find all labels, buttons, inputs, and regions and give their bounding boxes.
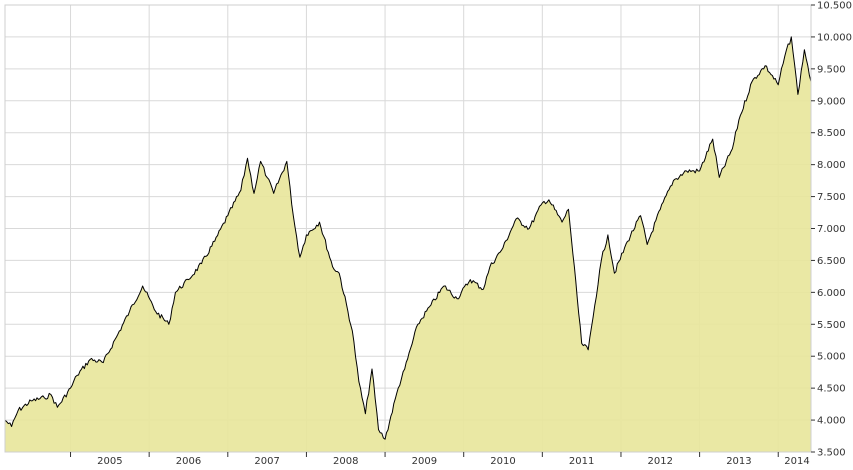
series-area-fill: [5, 36, 811, 453]
y-tick-label: 5.000: [817, 352, 846, 363]
x-tick-label: 2009: [412, 456, 437, 467]
x-tick-label: 2011: [569, 456, 594, 467]
y-tick-label: 6.000: [817, 288, 846, 299]
x-tick-label: 2014: [784, 456, 809, 467]
y-tick-label: 9.000: [817, 96, 846, 107]
x-tick-label: 2013: [726, 456, 751, 467]
x-tick-label: 2010: [490, 456, 515, 467]
x-axis-ticks: 2005 2006 2007 2008 2009 2010 2011 2012 2013 2014: [70, 452, 810, 467]
x-tick-label: 2008: [333, 456, 358, 467]
y-tick-label: 4.500: [817, 384, 846, 395]
y-tick-label: 8.500: [817, 128, 846, 139]
y-tick-label: 7.500: [817, 192, 846, 203]
x-tick-label: 2007: [254, 456, 279, 467]
y-tick-label: 9.500: [817, 64, 846, 75]
series-price-line: [4, 36, 812, 440]
x-tick-label: 2012: [648, 456, 673, 467]
y-tick-label: 6.500: [817, 256, 846, 267]
y-tick-label: 3.500: [817, 448, 846, 459]
y-tick-label: 10.500: [817, 1, 852, 12]
x-tick-label: 2006: [176, 456, 201, 467]
x-tick-label: 2005: [97, 456, 122, 467]
y-tick-label: 4.000: [817, 416, 846, 427]
y-axis-ticks: 3.500 4.000 4.500 5.000 5.500 6.000 6.500 7.000…: [811, 1, 852, 459]
y-tick-label: 10.000: [817, 32, 852, 43]
y-tick-label: 7.000: [817, 224, 846, 235]
y-tick-label: 8.000: [817, 160, 846, 171]
y-tick-label: 5.500: [817, 320, 846, 331]
